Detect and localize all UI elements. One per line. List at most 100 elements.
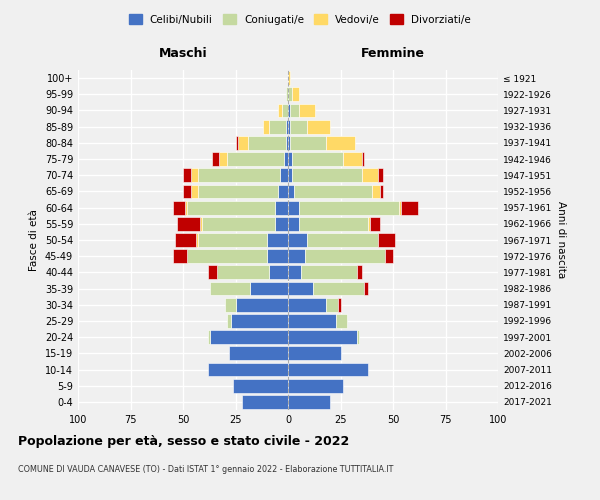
Bar [288, 330, 358, 344]
Bar [208, 362, 288, 376]
Bar [290, 104, 299, 118]
Bar [175, 233, 196, 247]
Bar [379, 168, 383, 182]
Bar [235, 298, 288, 312]
Bar [185, 200, 187, 214]
Bar [326, 298, 338, 312]
Bar [288, 346, 341, 360]
Bar [286, 120, 288, 134]
Text: Popolazione per età, sesso e stato civile - 2022: Popolazione per età, sesso e stato civil… [18, 435, 349, 448]
Bar [288, 136, 290, 149]
Bar [288, 379, 343, 392]
Bar [401, 200, 418, 214]
Bar [380, 184, 383, 198]
Bar [269, 120, 286, 134]
Bar [288, 200, 299, 214]
Bar [288, 250, 305, 263]
Bar [227, 152, 284, 166]
Bar [196, 233, 198, 247]
Bar [267, 233, 288, 247]
Bar [242, 395, 288, 409]
Bar [217, 266, 269, 280]
Bar [269, 266, 288, 280]
Bar [282, 104, 288, 118]
Bar [198, 168, 280, 182]
Bar [284, 152, 288, 166]
Bar [208, 330, 210, 344]
Bar [275, 217, 288, 230]
Bar [232, 314, 288, 328]
Bar [361, 152, 364, 166]
Bar [400, 200, 401, 214]
Bar [326, 136, 355, 149]
Bar [379, 233, 395, 247]
Y-axis label: Anni di nascita: Anni di nascita [556, 202, 566, 278]
Bar [313, 282, 364, 296]
Bar [183, 168, 191, 182]
Bar [358, 266, 361, 280]
Bar [385, 250, 393, 263]
Text: Maschi: Maschi [158, 48, 208, 60]
Bar [191, 168, 198, 182]
Bar [370, 217, 380, 230]
Bar [200, 217, 202, 230]
Bar [288, 266, 301, 280]
Bar [368, 217, 370, 230]
Bar [292, 88, 299, 101]
Bar [292, 168, 361, 182]
Bar [288, 168, 292, 182]
Bar [288, 120, 290, 134]
Bar [372, 184, 380, 198]
Bar [250, 282, 288, 296]
Bar [364, 282, 368, 296]
Bar [198, 184, 277, 198]
Bar [263, 120, 269, 134]
Bar [286, 136, 288, 149]
Bar [358, 330, 359, 344]
Bar [288, 395, 330, 409]
Bar [173, 250, 187, 263]
Bar [202, 217, 275, 230]
Bar [299, 217, 368, 230]
Text: COMUNE DI VAUDA CANAVESE (TO) - Dati ISTAT 1° gennaio 2022 - Elaborazione TUTTIT: COMUNE DI VAUDA CANAVESE (TO) - Dati IST… [18, 465, 394, 474]
Bar [292, 152, 343, 166]
Bar [227, 314, 232, 328]
Bar [187, 200, 275, 214]
Bar [176, 217, 200, 230]
Bar [210, 282, 250, 296]
Bar [305, 250, 385, 263]
Bar [198, 233, 267, 247]
Text: Femmine: Femmine [361, 48, 425, 60]
Bar [210, 330, 288, 344]
Bar [225, 298, 235, 312]
Legend: Celibi/Nubili, Coniugati/e, Vedovi/e, Divorziati/e: Celibi/Nubili, Coniugati/e, Vedovi/e, Di… [125, 10, 475, 29]
Bar [208, 266, 217, 280]
Bar [299, 200, 400, 214]
Bar [187, 250, 267, 263]
Bar [173, 200, 185, 214]
Bar [191, 184, 198, 198]
Bar [338, 298, 341, 312]
Bar [267, 250, 288, 263]
Y-axis label: Fasce di età: Fasce di età [29, 209, 39, 271]
Bar [288, 71, 290, 85]
Bar [212, 152, 218, 166]
Bar [277, 184, 288, 198]
Bar [288, 184, 295, 198]
Bar [295, 184, 372, 198]
Bar [337, 314, 347, 328]
Bar [290, 136, 326, 149]
Bar [229, 346, 288, 360]
Bar [288, 282, 313, 296]
Bar [299, 104, 316, 118]
Bar [288, 152, 292, 166]
Bar [288, 233, 307, 247]
Bar [307, 120, 330, 134]
Bar [238, 136, 248, 149]
Bar [361, 168, 379, 182]
Bar [277, 104, 282, 118]
Bar [301, 266, 358, 280]
Bar [183, 184, 191, 198]
Bar [275, 200, 288, 214]
Bar [280, 168, 288, 182]
